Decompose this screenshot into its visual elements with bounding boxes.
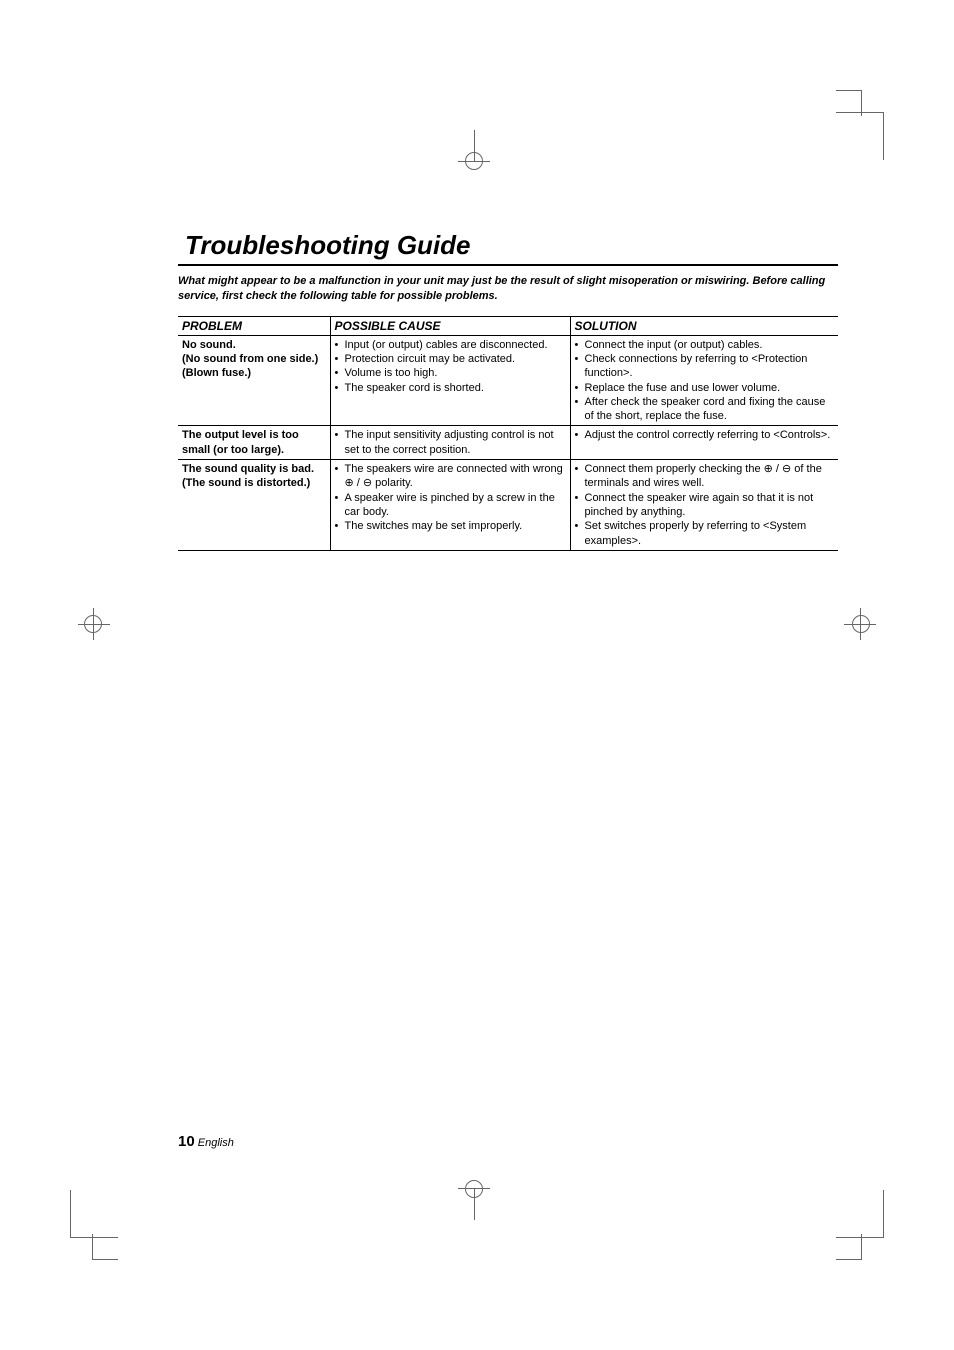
cell-solution: Adjust the control correctly referring t…	[570, 426, 838, 460]
list-item: After check the speaker cord and fixing …	[575, 395, 835, 424]
list-item: Connect the speaker wire again so that i…	[575, 491, 835, 520]
list-item: A speaker wire is pinched by a screw in …	[335, 491, 566, 520]
list-item: The input sensitivity adjusting control …	[335, 428, 566, 457]
list-item: Protection circuit may be activated.	[335, 352, 566, 366]
header-solution: SOLUTION	[570, 316, 838, 335]
cell-problem: No sound.(No sound from one side.)(Blown…	[178, 335, 330, 426]
crop-mark	[92, 1234, 118, 1260]
crop-mark	[465, 152, 483, 170]
table-body: No sound.(No sound from one side.)(Blown…	[178, 335, 838, 550]
page-language: English	[198, 1137, 234, 1149]
list-item: Adjust the control correctly referring t…	[575, 428, 835, 442]
crop-mark	[84, 615, 102, 633]
intro-text: What might appear to be a malfunction in…	[178, 274, 838, 304]
crop-mark	[852, 615, 870, 633]
list-item: Connect the input (or output) cables.	[575, 338, 835, 352]
list-item: Check connections by referring to <Prote…	[575, 352, 835, 381]
cell-solution: Connect them properly checking the ⊕ / ⊖…	[570, 460, 838, 551]
list-item: Volume is too high.	[335, 366, 566, 380]
page-title: Troubleshooting Guide	[178, 230, 838, 266]
cell-problem: The sound quality is bad.(The sound is d…	[178, 460, 330, 551]
table-row: No sound.(No sound from one side.)(Blown…	[178, 335, 838, 426]
list-item: The speakers wire are connected with wro…	[335, 462, 566, 491]
cell-problem: The output level is too small (or too la…	[178, 426, 330, 460]
crop-mark	[836, 1234, 862, 1260]
list-item: The speaker cord is shorted.	[335, 381, 566, 395]
cell-cause: Input (or output) cables are disconnecte…	[330, 335, 570, 426]
crop-mark	[70, 1190, 118, 1238]
crop-mark	[836, 112, 884, 160]
page-content: Troubleshooting Guide What might appear …	[178, 230, 838, 551]
list-item: Replace the fuse and use lower volume.	[575, 381, 835, 395]
list-item: Connect them properly checking the ⊕ / ⊖…	[575, 462, 835, 491]
cell-cause: The input sensitivity adjusting control …	[330, 426, 570, 460]
table-row: The sound quality is bad.(The sound is d…	[178, 460, 838, 551]
page-number: 10	[178, 1133, 195, 1150]
header-problem: PROBLEM	[178, 316, 330, 335]
header-cause: POSSIBLE CAUSE	[330, 316, 570, 335]
list-item: Input (or output) cables are disconnecte…	[335, 338, 566, 352]
troubleshooting-table: PROBLEM POSSIBLE CAUSE SOLUTION No sound…	[178, 316, 838, 551]
crop-mark	[836, 90, 862, 116]
list-item: Set switches properly by referring to <S…	[575, 519, 835, 548]
crop-mark	[465, 1180, 483, 1198]
crop-mark	[836, 1190, 884, 1238]
cell-cause: The speakers wire are connected with wro…	[330, 460, 570, 551]
page-footer: 10 English	[178, 1133, 234, 1150]
table-row: The output level is too small (or too la…	[178, 426, 838, 460]
list-item: The switches may be set improperly.	[335, 519, 566, 533]
cell-solution: Connect the input (or output) cables.Che…	[570, 335, 838, 426]
